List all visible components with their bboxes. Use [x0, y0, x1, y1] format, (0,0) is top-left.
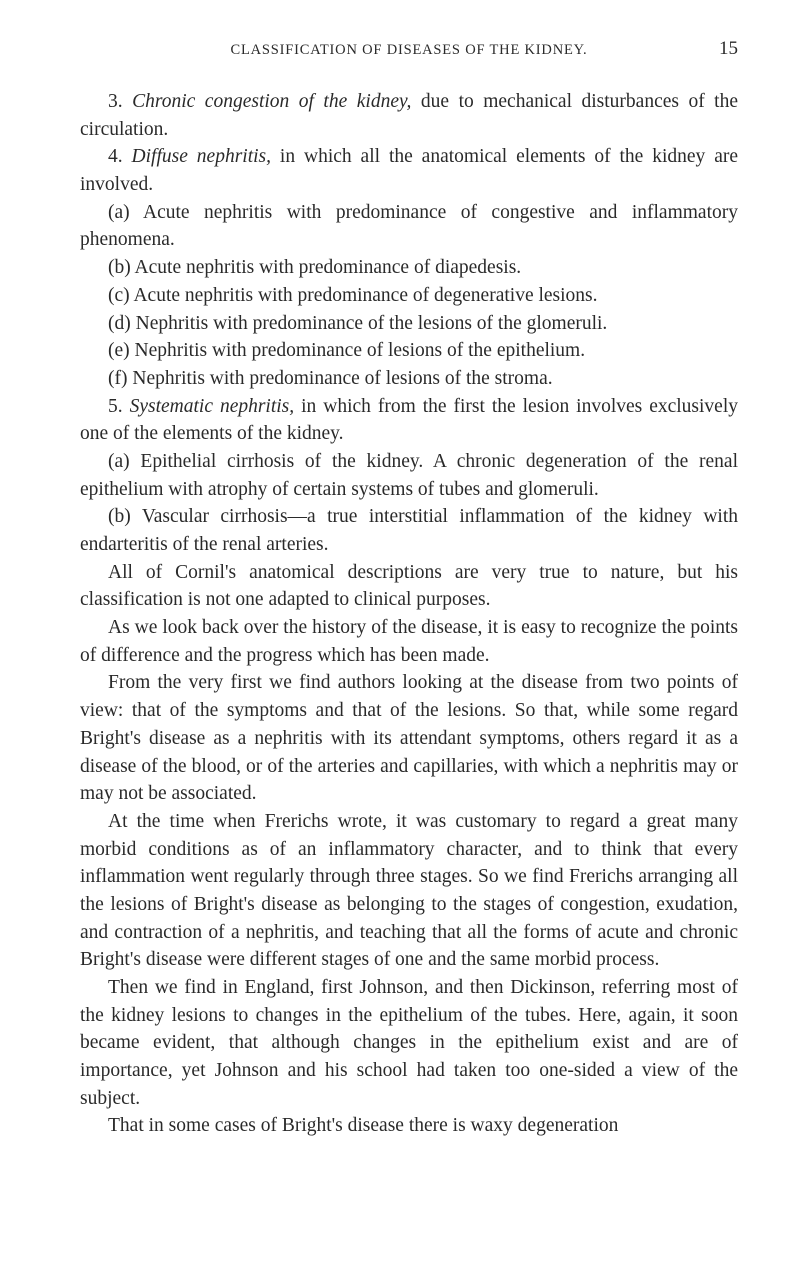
sub-label: (f)	[108, 368, 132, 389]
sub-label: (d)	[108, 313, 136, 334]
sub-label: (e)	[108, 340, 135, 361]
paragraph-text: From the very first we find authors look…	[80, 672, 738, 804]
paragraph-england: Then we find in England, first Johnson, …	[80, 974, 738, 1112]
running-title: CLASSIFICATION OF DISEASES OF THE KIDNEY…	[231, 40, 588, 61]
sub-text: Acute nephritis with predominance of deg…	[133, 285, 597, 306]
paragraph-cornil: All of Cornil's anatomical descriptions …	[80, 559, 738, 614]
paragraph-text: Then we find in England, first Johnson, …	[80, 977, 738, 1109]
sub-item-b: (b) Acute nephritis with predominance of…	[80, 254, 738, 282]
paragraph-frerichs: At the time when Frerichs wrote, it was …	[80, 808, 738, 974]
item-number: 4.	[108, 146, 132, 167]
paragraph-two-views: From the very first we find authors look…	[80, 669, 738, 807]
sub-item-e: (e) Nephritis with predominance of lesio…	[80, 337, 738, 365]
sub-item-a: (a) Acute nephritis with predominance of…	[80, 199, 738, 254]
sub-text: Nephritis with predominance of the lesio…	[136, 313, 608, 334]
paragraph-item-5: 5. Systematic nephritis, in which from t…	[80, 393, 738, 448]
paragraph-text: At the time when Frerichs wrote, it was …	[80, 811, 738, 970]
page-number: 15	[719, 36, 738, 63]
paragraph-item-4: 4. Diffuse nephritis, in which all the a…	[80, 143, 738, 198]
item-title-italic: Chronic congestion of the kidney,	[132, 91, 411, 112]
sub-label: (c)	[108, 285, 133, 306]
sub-text: Epithelial cirrhosis of the kidney. A ch…	[80, 451, 738, 500]
sub-item-5b: (b) Vascular cirrhosis—a true interstiti…	[80, 503, 738, 558]
paragraph-text: All of Cornil's anatomical descriptions …	[80, 562, 738, 611]
sub-label: (a)	[108, 451, 140, 472]
item-number: 3.	[108, 91, 132, 112]
paragraph-text: As we look back over the history of the …	[80, 617, 738, 666]
sub-label: (b)	[108, 506, 142, 527]
sub-label: (a)	[108, 202, 143, 223]
item-title-italic: Systematic nephritis,	[130, 396, 295, 417]
sub-text: Vascular cirrhosis—a true interstitial i…	[80, 506, 738, 555]
sub-text: Nephritis with predominance of lesions o…	[135, 340, 586, 361]
sub-item-d: (d) Nephritis with predominance of the l…	[80, 310, 738, 338]
running-header: CLASSIFICATION OF DISEASES OF THE KIDNEY…	[80, 40, 738, 60]
paragraph-waxy: That in some cases of Bright's disease t…	[80, 1112, 738, 1140]
sub-text: Acute nephritis with predominance of dia…	[135, 257, 522, 278]
sub-label: (b)	[108, 257, 135, 278]
paragraph-item-3: 3. Chronic congestion of the kidney, due…	[80, 88, 738, 143]
paragraph-text: That in some cases of Bright's disease t…	[108, 1115, 618, 1136]
sub-text: Acute nephritis with predominance of con…	[80, 202, 738, 251]
sub-item-f: (f) Nephritis with predominance of lesio…	[80, 365, 738, 393]
item-title-italic: Diffuse nephritis,	[132, 146, 271, 167]
sub-text: Nephritis with predominance of lesions o…	[132, 368, 552, 389]
item-number: 5.	[108, 396, 130, 417]
sub-item-c: (c) Acute nephritis with predominance of…	[80, 282, 738, 310]
paragraph-history: As we look back over the history of the …	[80, 614, 738, 669]
sub-item-5a: (a) Epithelial cirrhosis of the kidney. …	[80, 448, 738, 503]
page-container: CLASSIFICATION OF DISEASES OF THE KIDNEY…	[0, 0, 800, 1190]
